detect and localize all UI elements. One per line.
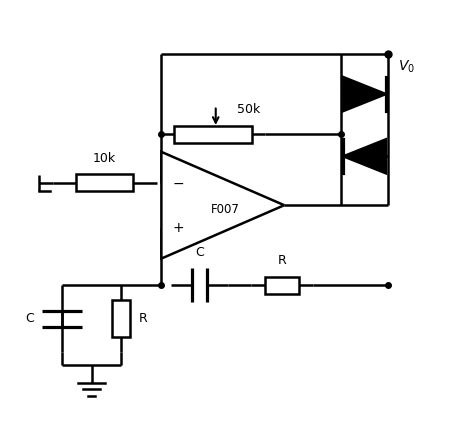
Text: R: R: [139, 312, 147, 325]
Bar: [265, 277, 299, 294]
Bar: [112, 300, 130, 337]
Polygon shape: [343, 139, 386, 173]
Text: C: C: [195, 247, 203, 260]
Text: F007: F007: [211, 203, 240, 216]
Text: C: C: [25, 312, 34, 325]
Text: 10k: 10k: [93, 152, 116, 165]
Polygon shape: [343, 77, 386, 111]
Bar: [174, 126, 252, 143]
Text: 50k: 50k: [237, 103, 260, 116]
Text: $V_0$: $V_0$: [398, 58, 415, 75]
Polygon shape: [161, 152, 284, 259]
Text: $-$: $-$: [172, 176, 184, 190]
Text: $+$: $+$: [172, 221, 184, 235]
Text: R: R: [277, 254, 286, 267]
Bar: [76, 174, 133, 191]
